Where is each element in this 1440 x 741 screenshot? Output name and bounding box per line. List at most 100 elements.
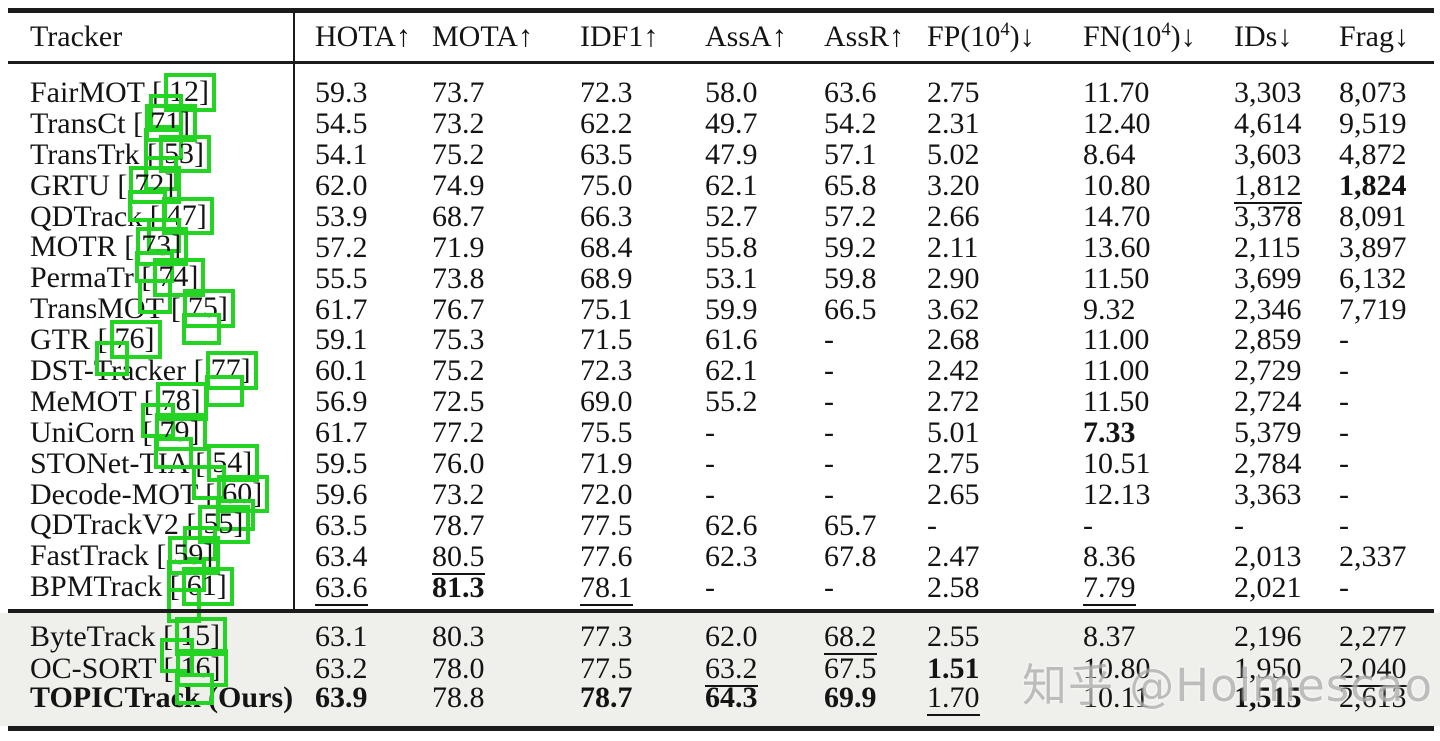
table-row: QDTrack [47] 53.9 68.7 66.3 52.7 57.2 2.66 14.7…	[0, 196, 1440, 252]
metric-cell: 80.3	[430, 620, 578, 654]
metric-cell: 3,378	[1232, 200, 1337, 234]
metric-value: -	[1083, 508, 1093, 542]
tracker-name: TransMOT	[30, 292, 164, 326]
metric-value: 57.1	[824, 138, 877, 172]
metric-cell: 56.9	[313, 385, 430, 419]
metric-value: 9.32	[1083, 292, 1136, 326]
metric-value: 78.8	[432, 681, 485, 714]
metric-cell: 59.8	[822, 262, 925, 296]
metric-cell: 62.1	[703, 169, 822, 203]
metric-cell: 62.2	[578, 107, 703, 141]
metric-value: 56.9	[315, 385, 368, 419]
metric-cell: 81.3	[430, 571, 578, 605]
metric-cell: 61.7	[313, 293, 430, 327]
metric-cell: 47.9	[703, 138, 822, 172]
metric-value: 1.51	[927, 651, 980, 685]
metric-cell: 63.5	[578, 138, 703, 172]
tracker-name: QDTrack	[30, 199, 143, 233]
metric-cell: 2,346	[1232, 293, 1337, 327]
metric-value: 73.8	[432, 261, 485, 295]
metric-cell: 62.1	[703, 354, 822, 388]
table-row: BPMTrack [61] 63.6 81.3 78.1 - - 2.58 7.79 2,021…	[0, 567, 1440, 623]
metric-value: 66.3	[580, 199, 633, 233]
metric-value: 75.0	[580, 168, 633, 202]
metric-cell: 66.5	[822, 293, 925, 327]
metric-value: 2.31	[927, 107, 980, 141]
metric-cell: 2.65	[925, 478, 1081, 512]
citation-annotation-box: 79]	[153, 412, 207, 469]
metric-value: 3,603	[1234, 138, 1302, 172]
metric-value: -	[824, 446, 834, 480]
metric-cell: 2,724	[1232, 385, 1337, 419]
metric-value: 2.65	[927, 477, 980, 511]
metric-value: 60.1	[315, 354, 368, 388]
metric-cell: 11.50	[1081, 385, 1232, 419]
metric-cell: 2,784	[1232, 447, 1337, 481]
metric-value: 11.50	[1083, 261, 1150, 295]
metric-cell: 76.0	[430, 447, 578, 481]
metric-cell: 63.1	[313, 620, 430, 654]
metric-value: -	[824, 570, 834, 604]
metric-cell: 52.7	[703, 200, 822, 234]
metric-value: 7.79	[1083, 570, 1136, 606]
table-row: TransMOT [75] 61.7 76.7 75.1 59.9 66.5 3.62 9.3…	[0, 289, 1440, 345]
tracker-name: TransCt	[30, 106, 126, 140]
metric-cell: 72.3	[578, 354, 703, 388]
metric-cell: -	[1337, 478, 1440, 512]
metric-value: 12.40	[1083, 107, 1151, 141]
metric-cell: 53.1	[703, 262, 822, 296]
metric-cell: 69.9	[822, 681, 925, 715]
metric-cell: 4,872	[1337, 138, 1440, 172]
metric-value: 63.4	[315, 539, 368, 573]
metric-value: 59.9	[705, 292, 758, 326]
metric-cell: 59.2	[822, 231, 925, 265]
metric-value: 2,337	[1339, 539, 1407, 573]
metric-cell: 74.9	[430, 169, 578, 203]
table-row: TransCt [71] 54.5 73.2 62.2 49.7 54.2 2.31 12.4…	[0, 103, 1440, 160]
metric-value: -	[1339, 477, 1349, 511]
citation-annotation-box: 77]	[204, 351, 258, 407]
tracker-name-cell: TOPICTrack (Ours)	[0, 681, 313, 715]
table-row: PermaTr [74] 55.5 73.8 68.9 53.1 59.8 2.90 11.5…	[0, 258, 1440, 314]
metric-value: 2.47	[927, 539, 980, 573]
metric-cell: 80.5	[430, 539, 578, 575]
metric-value: 75.2	[432, 138, 485, 172]
metric-value: 77.6	[580, 539, 633, 573]
metric-value: 47.9	[705, 138, 758, 172]
citation-annotation-box: 55]	[183, 505, 251, 561]
metric-cell: 9,519	[1337, 107, 1440, 141]
metric-cell: 71.9	[578, 447, 703, 481]
metric-cell: 2,196	[1232, 620, 1337, 654]
metric-cell: -	[703, 447, 822, 481]
metric-value: 59.2	[824, 230, 877, 264]
metric-cell: 6,132	[1337, 262, 1440, 296]
metric-value: 63.5	[580, 138, 633, 172]
metric-value: 62.6	[705, 508, 758, 542]
tracker-name-cell: TransCt [71]	[0, 103, 313, 160]
metric-value: 63.6	[315, 570, 368, 606]
metric-value: 64.3	[705, 681, 758, 714]
metric-cell: 1.51	[925, 652, 1081, 686]
metric-value: 78.0	[432, 651, 485, 685]
metric-cell: 63.9	[313, 681, 430, 715]
metric-value: 54.1	[315, 138, 368, 172]
metric-cell: -	[1337, 354, 1440, 388]
tracker-name: FairMOT	[30, 76, 145, 109]
metric-cell: -	[925, 509, 1081, 543]
citation-annotation-box: 61]	[166, 567, 234, 623]
table-top-rule	[8, 8, 1434, 13]
tracker-name: MeMOT	[30, 384, 137, 418]
metric-value: 1,812	[1234, 168, 1302, 204]
table-row: DST-Tracker [77] 60.1 75.2 72.3 62.1-2.42 11.…	[0, 351, 1440, 407]
table-row: TOPICTrack (Ours) 63.9 78.8 78.7 64.3 69.9 1.7…	[0, 681, 1440, 716]
metric-value: 63.9	[315, 681, 368, 714]
metric-cell: 7,719	[1337, 293, 1440, 327]
tracker-name-cell: STONet-TIA [54]	[0, 443, 313, 500]
metric-value: 52.7	[705, 199, 758, 233]
metric-cell: 58.0	[703, 76, 822, 110]
metric-cell: 68.7	[430, 200, 578, 234]
metric-value: 75.2	[432, 354, 485, 388]
metric-cell: 12.13	[1081, 478, 1232, 512]
metric-cell: -	[822, 354, 925, 388]
metric-value: 81.3	[432, 570, 485, 604]
